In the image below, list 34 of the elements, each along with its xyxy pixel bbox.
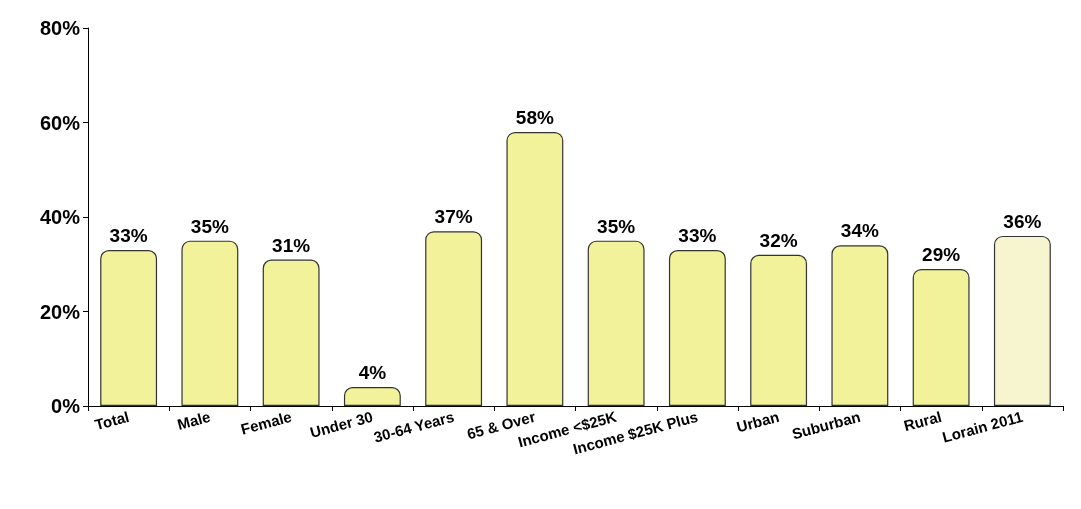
bar <box>100 250 158 406</box>
data-label: 31% <box>272 234 311 256</box>
x-tick-label: Urban <box>734 407 781 436</box>
data-label: 35% <box>190 215 229 237</box>
data-label: 32% <box>759 229 798 251</box>
x-tick-label: Total <box>92 407 131 434</box>
y-tick-label: 80% <box>39 17 81 39</box>
bar <box>831 245 889 406</box>
data-label: 33% <box>678 225 717 247</box>
x-tick-label: Male <box>175 407 213 433</box>
bar <box>993 235 1051 406</box>
data-label: 34% <box>840 220 879 242</box>
data-label: 29% <box>922 243 961 265</box>
data-label: 35% <box>597 215 636 237</box>
bar <box>668 250 726 406</box>
data-label: 4% <box>358 362 387 384</box>
y-tick-label: 0% <box>51 395 81 417</box>
data-label: 36% <box>1003 210 1042 232</box>
x-tick-label: Suburban <box>790 407 863 443</box>
bar <box>912 268 970 406</box>
data-label: 58% <box>515 106 554 128</box>
y-tick-label: 20% <box>39 300 81 323</box>
bar <box>343 387 401 406</box>
y-tick-label: 60% <box>39 111 81 134</box>
data-label: 33% <box>109 225 148 247</box>
bar <box>506 131 564 406</box>
y-tick-label: 40% <box>39 206 81 228</box>
data-label: 37% <box>434 206 473 228</box>
bar <box>181 240 239 406</box>
bar <box>750 254 808 406</box>
x-tick-label: Female <box>238 407 294 438</box>
bar <box>587 240 645 406</box>
bar <box>425 231 483 406</box>
bar <box>262 259 320 406</box>
